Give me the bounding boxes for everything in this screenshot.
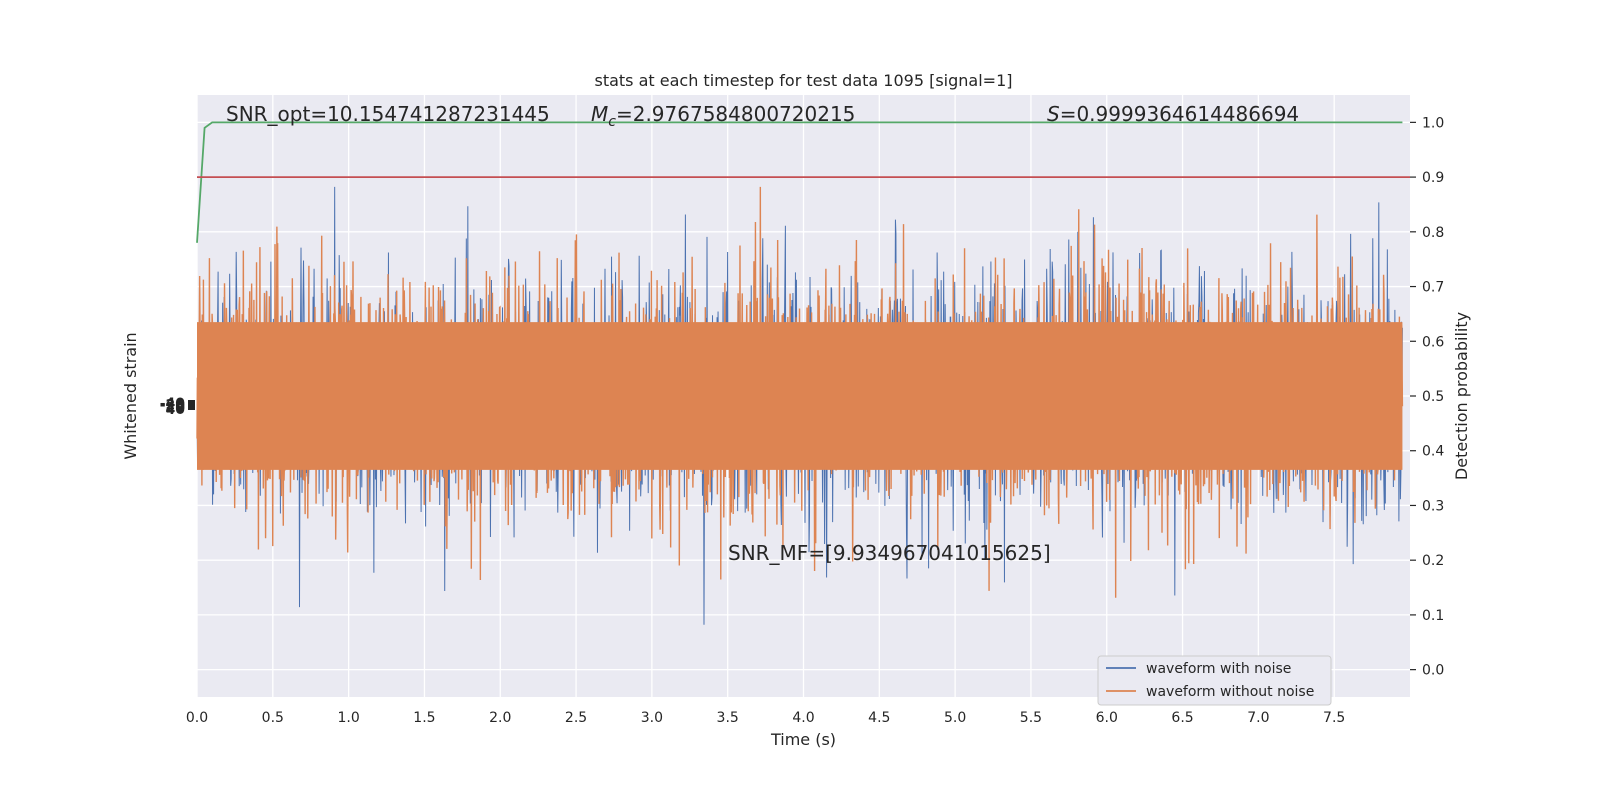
y-left-tick-label-3: 20 (166, 401, 186, 417)
mc-value: =2.9767584800720215 (616, 102, 855, 126)
x-tick-label-8: 4.0 (792, 710, 814, 726)
y-right-tick-label-5: 0.5 (1422, 389, 1444, 405)
x-axis-ticks: 0.0 0.5 1.0 1.5 2.0 2.5 3.0 3.5 4.0 4.5 5.0 5.5 6.0 6… (186, 710, 1345, 726)
y-left-tick-label-2: 0 (175, 399, 185, 415)
y-right-axis-label: Detection probability (1452, 312, 1471, 480)
probability-lines (196, 121, 1410, 243)
annotation-chirp-mass: Mc=2.9767584800720215 (591, 102, 855, 130)
x-tick-label-1: 0.5 (262, 710, 284, 726)
mc-subscript: c (608, 114, 616, 130)
y-right-tick-label-6: 0.6 (1422, 334, 1444, 350)
x-tick-label-7: 3.5 (717, 710, 739, 726)
y-right-tick-label-8: 0.8 (1422, 225, 1444, 241)
y-right-tick-label-7: 0.7 (1422, 280, 1444, 296)
s-value: =0.9999364614486694 (1060, 102, 1299, 126)
legend: waveform with noise waveform without noi… (1097, 655, 1332, 706)
x-tick-label-14: 7.0 (1247, 710, 1269, 726)
y-left-tick-label-0: -40 (160, 396, 186, 412)
y-right-tick-label-9: 0.9 (1422, 170, 1444, 186)
y-right-tick-label-2: 0.2 (1422, 553, 1444, 569)
chart-title: stats at each timestep for test data 109… (594, 71, 1012, 90)
series-line-2 (196, 121, 1403, 243)
series-waveform-band (197, 322, 1403, 470)
y-right-tick-label-4: 0.4 (1422, 444, 1444, 460)
x-tick-label-6: 3.0 (641, 710, 663, 726)
x-tick-label-3: 1.5 (413, 710, 435, 726)
y-left-tick-marks (188, 400, 195, 410)
x-tick-label-10: 5.0 (944, 710, 966, 726)
legend-entry-clean: waveform without noise (1146, 684, 1314, 700)
y-right-tick-label-0: 0.0 (1422, 663, 1444, 679)
x-tick-label-0: 0.0 (186, 710, 208, 726)
waveform-traces (196, 186, 1404, 625)
x-tick-label-13: 6.5 (1171, 710, 1193, 726)
x-tick-label-12: 6.0 (1096, 710, 1118, 726)
x-tick-label-2: 1.0 (337, 710, 359, 726)
x-tick-label-4: 2.0 (489, 710, 511, 726)
y-left-tick-label-1: -20 (160, 398, 186, 414)
x-tick-label-5: 2.5 (565, 710, 587, 726)
y-right-tick-label-3: 0.3 (1422, 498, 1444, 514)
y-right-tick-label-10: 1.0 (1422, 115, 1444, 131)
y-right-axis-ticks: 0.0 0.1 0.2 0.3 0.4 0.5 0.6 0.7 0.8 0.9 1.0 (1410, 115, 1444, 679)
x-tick-label-15: 7.5 (1323, 710, 1345, 726)
x-axis-label: Time (s) (770, 730, 836, 749)
legend-box (1097, 655, 1332, 706)
y-left-axis-label: Whitened strain (121, 332, 140, 459)
s-symbol: S (1047, 102, 1060, 126)
x-tick-label-11: 5.5 (1020, 710, 1042, 726)
legend-entry-noisy: waveform with noise (1146, 661, 1291, 677)
mc-symbol: M (591, 102, 608, 126)
y-right-tick-label-1: 0.1 (1422, 608, 1444, 624)
annotation-snr-mf: SNR_MF=[9.934967041015625] (728, 541, 1051, 565)
x-tick-label-9: 4.5 (868, 710, 890, 726)
annotation-stat: S=0.9999364614486694 (1047, 102, 1299, 126)
y-left-tick-label-4: 40 (166, 402, 186, 418)
annotation-snr-opt: SNR_opt=10.154741287231445 (226, 102, 550, 126)
